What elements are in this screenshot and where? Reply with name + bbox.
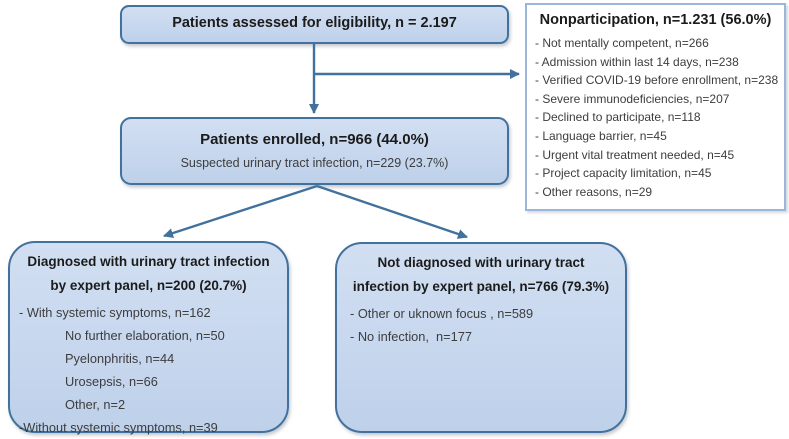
not-diagnosed-list-item: - Other or uknown focus , n=589	[350, 306, 534, 321]
nonparticipation-list: - Not mentally competent, n=266 - Admissi…	[533, 34, 778, 201]
enrolled-box: Patients enrolled, n=966 (44.0%) Suspect…	[120, 117, 509, 185]
nonparticipation-list-item: - Project capacity limitation, n=45	[535, 166, 712, 181]
nonparticipation-box: Nonparticipation, n=1.231 (56.0%) - Not …	[525, 3, 786, 211]
diagnosed-list-item: No further elaboration, n=50	[65, 328, 225, 343]
nonparticipation-list-item: - Declined to participate, n=118	[535, 110, 701, 125]
diagnosed-list-item: Pyelonphritis, n=44	[65, 351, 175, 366]
diagnosed-title-line2: by expert panel, n=200 (20.7%)	[50, 278, 247, 293]
diagnosed-box: Diagnosed with urinary tract infection b…	[8, 241, 289, 435]
assessed-title: Patients assessed for eligibility, n = 2…	[172, 15, 457, 31]
nonparticipation-list-item: - Language barrier, n=45	[535, 128, 667, 143]
diagnosed-list-item: -Without systemic symptoms, n=39	[19, 420, 218, 435]
not-diagnosed-title-line2: infection by expert panel, n=766 (79.3%)	[352, 279, 610, 294]
arrow-enrolled-to-diagnosed	[163, 184, 318, 238]
diagnosed-list-item: Other, n=2	[65, 397, 126, 412]
nonparticipation-list-item: - Urgent vital treatment needed, n=45	[535, 147, 735, 162]
not-diagnosed-title-line1: Not diagnosed with urinary tract	[377, 255, 585, 270]
enrolled-title: Patients enrolled, n=966 (44.0%)	[200, 131, 429, 148]
nonparticipation-list-item: - Verified COVID-19 before enrollment, n…	[535, 73, 779, 88]
arrow-enrolled-to-not-diagnosed	[316, 184, 468, 239]
nonparticipation-list-item: - Other reasons, n=29	[535, 184, 653, 199]
diagnosed-title-line1: Diagnosed with urinary tract infection	[27, 254, 270, 269]
nonparticipation-list-item: - Not mentally competent, n=266	[535, 36, 709, 50]
diagnosed-list-item: Urosepsis, n=66	[65, 374, 158, 389]
nonparticipation-list-item: - Admission within last 14 days, n=238	[535, 54, 739, 69]
nonparticipation-list-item: - Severe immunodeficiencies, n=207	[535, 91, 730, 106]
not-diagnosed-box: Not diagnosed with urinary tract infecti…	[335, 242, 627, 433]
not-diagnosed-list: - Other or uknown focus , n=589 - No infe…	[337, 302, 625, 348]
diagnosed-list: - With systemic symptoms, n=162 No furthe…	[10, 301, 287, 439]
assessed-box: Patients assessed for eligibility, n = 2…	[120, 5, 509, 44]
not-diagnosed-list-item: - No infection, n=177	[350, 329, 473, 344]
diagnosed-list-item: - With systemic symptoms, n=162	[19, 305, 211, 320]
nonparticipation-title: Nonparticipation, n=1.231 (56.0%)	[539, 12, 772, 28]
enrolled-subtitle: Suspected urinary tract infection, n=229…	[180, 156, 449, 170]
